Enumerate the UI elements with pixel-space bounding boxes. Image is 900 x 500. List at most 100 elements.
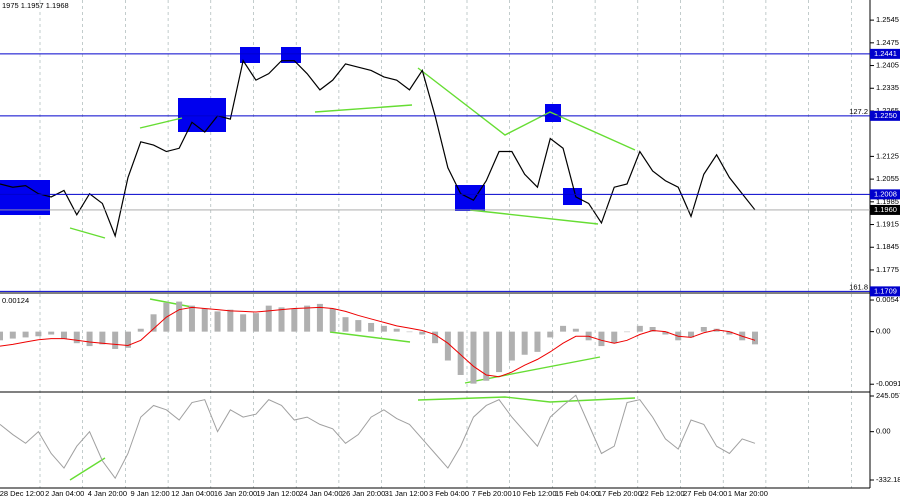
y-tick-label: 1.2335 <box>876 83 899 92</box>
histogram-bar <box>572 328 579 332</box>
histogram-bar <box>99 331 106 345</box>
histogram-bar <box>598 331 605 347</box>
x-tick-label: 2 Jan 04:00 <box>45 489 84 498</box>
histogram-bar <box>342 317 349 332</box>
level-tag <box>870 189 900 200</box>
level-tag <box>870 286 900 297</box>
histogram-bar <box>560 325 567 332</box>
histogram-bar <box>419 331 426 335</box>
histogram-bar <box>329 308 336 332</box>
y-tick-label: 1.2545 <box>876 15 899 24</box>
level-label: 1.2441 <box>874 49 897 58</box>
y-tick-label: -0.0091 <box>876 379 900 388</box>
histogram-bar <box>662 331 669 335</box>
histogram-bar <box>0 331 3 341</box>
histogram-bar <box>112 331 119 349</box>
x-tick-label: 31 Jan 12:00 <box>385 489 428 498</box>
zone <box>563 188 582 205</box>
trend-line <box>139 117 183 129</box>
price-readout: 1975 1.1957 1.1968 <box>2 1 69 10</box>
level-tag <box>870 110 900 121</box>
zone <box>281 47 301 63</box>
histogram-bar <box>316 303 323 332</box>
histogram-bar <box>9 331 16 339</box>
level-label: 1.2250 <box>874 111 897 120</box>
trend-line <box>329 331 411 343</box>
histogram-bar <box>86 331 93 347</box>
histogram-bar <box>265 305 272 332</box>
histogram-bar <box>176 301 183 332</box>
x-tick-label: 12 Jan 04:00 <box>171 489 214 498</box>
macd-readout: 0.00124 <box>2 296 29 305</box>
y-tick-label: 0.00 <box>876 327 891 336</box>
trend-line <box>149 298 193 308</box>
y-tick-label: 1.2405 <box>876 61 899 70</box>
x-tick-label: 7 Feb 20:00 <box>472 489 512 498</box>
y-tick-label: 1.1775 <box>876 265 899 274</box>
histogram-bar <box>240 314 247 332</box>
histogram-bar <box>227 309 234 332</box>
level-label: 1.1709 <box>874 286 897 295</box>
x-tick-label: 17 Feb 20:00 <box>598 489 642 498</box>
y-tick-label: 1.1915 <box>876 220 899 229</box>
signal-line <box>0 306 756 378</box>
histogram-bar <box>752 331 758 345</box>
trend-line <box>69 227 106 239</box>
histogram-bar <box>73 331 80 344</box>
y-tick-label: 1.2475 <box>876 38 899 47</box>
level-tag <box>870 204 900 215</box>
x-tick-label: 16 Jan 20:00 <box>214 489 257 498</box>
x-tick-label: 22 Feb 12:00 <box>640 489 684 498</box>
histogram-bar <box>432 331 439 344</box>
histogram-bar <box>188 305 195 332</box>
histogram-bar <box>726 331 733 335</box>
x-tick-label: 15 Feb 04:00 <box>555 489 599 498</box>
histogram-bar <box>688 331 695 338</box>
x-tick-label: 19 Jan 12:00 <box>257 489 300 498</box>
trend-line <box>417 396 636 403</box>
histogram-bar <box>649 327 656 332</box>
trend-line <box>314 104 413 113</box>
histogram-bar <box>624 331 631 333</box>
level-tag <box>870 48 900 59</box>
level-label: 1.2008 <box>874 189 897 198</box>
histogram-bar <box>22 331 29 338</box>
histogram-bar <box>291 308 298 332</box>
histogram-bar <box>547 331 554 338</box>
histogram-bar <box>368 322 375 332</box>
histogram-bar <box>534 331 541 352</box>
histogram-bar <box>444 331 451 361</box>
series-line <box>0 394 756 480</box>
level-note: 161.8 <box>849 282 868 291</box>
trend-line <box>69 457 106 481</box>
x-tick-label: 27 Feb 04:00 <box>683 489 727 498</box>
histogram-bar <box>214 311 221 332</box>
histogram-bar <box>470 331 477 384</box>
histogram-bar <box>406 331 413 333</box>
x-tick-label: 9 Jan 12:00 <box>130 489 169 498</box>
y-tick-label: 245.0577 <box>876 391 900 400</box>
divergence-lines <box>69 67 636 481</box>
histogram-bar <box>278 307 285 332</box>
level-label: 1.1960 <box>874 205 897 214</box>
histogram-bar <box>483 331 490 381</box>
trend-line <box>417 67 636 151</box>
histogram-bar <box>48 331 55 335</box>
x-tick-label: 24 Jan 04:00 <box>299 489 342 498</box>
x-tick-label: 28 Dec 12:00 <box>0 489 44 498</box>
histogram-bar <box>137 328 144 332</box>
x-tick-label: 3 Feb 04:00 <box>429 489 469 498</box>
histogram-bar <box>380 325 387 332</box>
histogram-bar <box>124 331 131 348</box>
histogram-bar <box>521 331 528 355</box>
y-tick-label: 1.1845 <box>876 242 899 251</box>
y-tick-label: -332.186 <box>876 475 900 484</box>
histogram-bar <box>35 331 42 337</box>
histogram-bar <box>457 331 464 375</box>
histogram-bar <box>150 314 157 332</box>
series-line <box>0 59 756 238</box>
y-tick-label: 0.00 <box>876 427 891 436</box>
y-tick-label: 1.2265 <box>876 106 899 115</box>
